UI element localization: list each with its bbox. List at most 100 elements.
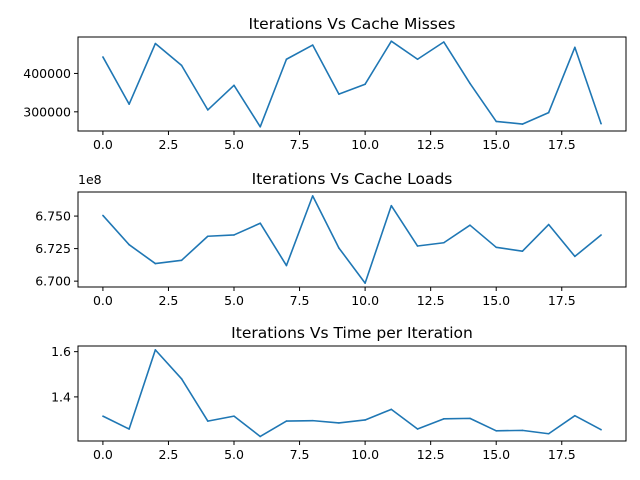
data-point (206, 235, 209, 238)
subplot-3: Iterations Vs Time per Iteration 0.0 2.5 5.… (51, 324, 627, 462)
x-tick-label: 12.5 (417, 447, 445, 462)
data-point (128, 243, 130, 246)
data-point (233, 84, 235, 87)
x-tick-label: 0.0 (93, 293, 113, 308)
data-point (338, 247, 340, 249)
data-point (442, 241, 445, 244)
data-point (416, 245, 419, 247)
data-point (442, 41, 445, 43)
data-point (574, 46, 576, 49)
x-tick-label: 10.0 (351, 293, 379, 308)
axes-frame (77, 345, 627, 442)
data-point (285, 58, 288, 61)
data-point (338, 422, 340, 424)
data-point (600, 234, 602, 236)
data-point (547, 223, 550, 226)
data-point (469, 82, 471, 85)
data-point (259, 435, 262, 438)
y-tick-label: 300000 (23, 104, 71, 119)
subplot-1: Iterations Vs Cache Misses 0.0 2.5 5.0 7.5 10… (23, 15, 627, 152)
x-tick-label: 5.0 (224, 137, 244, 152)
data-point (521, 250, 524, 253)
data-point (102, 415, 104, 417)
data-point (521, 429, 524, 432)
subplot-title: Iterations Vs Cache Misses (249, 15, 456, 33)
data-point (495, 430, 498, 432)
data-point (311, 419, 314, 422)
x-tick-label: 7.5 (290, 137, 310, 152)
data-point (547, 432, 550, 435)
data-point (442, 418, 445, 420)
data-point (154, 349, 157, 351)
data-point (600, 122, 602, 125)
x-tick-label: 0.0 (93, 447, 113, 462)
data-point (390, 40, 393, 43)
data-point (338, 93, 340, 95)
data-point (390, 204, 393, 207)
y-tick-label: 400000 (23, 66, 71, 81)
series-line (102, 40, 602, 128)
data-point (311, 195, 314, 197)
x-tick-label: 7.5 (290, 447, 310, 462)
data-point (102, 214, 104, 217)
y-tick-label: 1.4 (51, 389, 71, 404)
data-point (128, 428, 130, 430)
x-tick-label: 12.5 (417, 137, 445, 152)
y-tick-label: 6.725 (35, 241, 71, 256)
data-point (416, 428, 419, 430)
x-tick-label: 17.5 (548, 293, 576, 308)
data-point (364, 83, 366, 85)
data-point (154, 42, 157, 45)
x-tick-label: 17.5 (548, 137, 576, 152)
axes-frame (77, 36, 627, 132)
data-point (259, 222, 262, 225)
subplot-title: Iterations Vs Cache Loads (252, 170, 453, 188)
axes-frame (77, 191, 627, 288)
data-point (180, 378, 183, 380)
x-tick-label: 10.0 (351, 137, 379, 152)
data-point (233, 234, 235, 236)
data-point (469, 224, 471, 226)
data-point (600, 428, 602, 431)
x-tick-label: 5.0 (224, 447, 244, 462)
x-tick-label: 0.0 (93, 137, 113, 152)
y-tick-label: 6.750 (35, 209, 71, 224)
data-point (574, 414, 576, 417)
data-point (102, 56, 104, 58)
x-tick-label: 2.5 (159, 137, 179, 152)
x-tick-label: 2.5 (159, 293, 179, 308)
data-point (154, 262, 157, 265)
data-point (206, 420, 209, 422)
x-tick-label: 15.0 (482, 293, 510, 308)
data-point (547, 111, 550, 114)
x-tick-label: 12.5 (417, 293, 445, 308)
data-point (416, 58, 419, 61)
data-point (364, 282, 366, 284)
x-tick-label: 5.0 (224, 293, 244, 308)
data-point (364, 419, 366, 421)
subplot-2: Iterations Vs Cache Loads 1e8 0.0 2.5 5.0 7.5… (35, 170, 627, 308)
data-point (495, 120, 498, 123)
data-point (259, 125, 262, 128)
x-tick-label: 15.0 (482, 447, 510, 462)
data-point (469, 417, 471, 420)
x-tick-label: 10.0 (351, 447, 379, 462)
data-point (495, 246, 498, 249)
data-point (285, 264, 288, 267)
data-point (233, 415, 235, 417)
data-point (521, 123, 524, 125)
data-point (311, 44, 314, 46)
data-point (180, 64, 183, 67)
y-tick-label: 1.6 (51, 344, 71, 359)
data-point (285, 420, 288, 422)
data-point (180, 259, 183, 262)
x-tick-label: 17.5 (548, 447, 576, 462)
data-point (128, 103, 130, 105)
x-tick-label: 2.5 (159, 447, 179, 462)
x-tick-label: 15.0 (482, 137, 510, 152)
subplot-title: Iterations Vs Time per Iteration (231, 324, 473, 342)
series-line (102, 349, 602, 438)
data-point (574, 255, 576, 258)
series-line (102, 195, 602, 284)
